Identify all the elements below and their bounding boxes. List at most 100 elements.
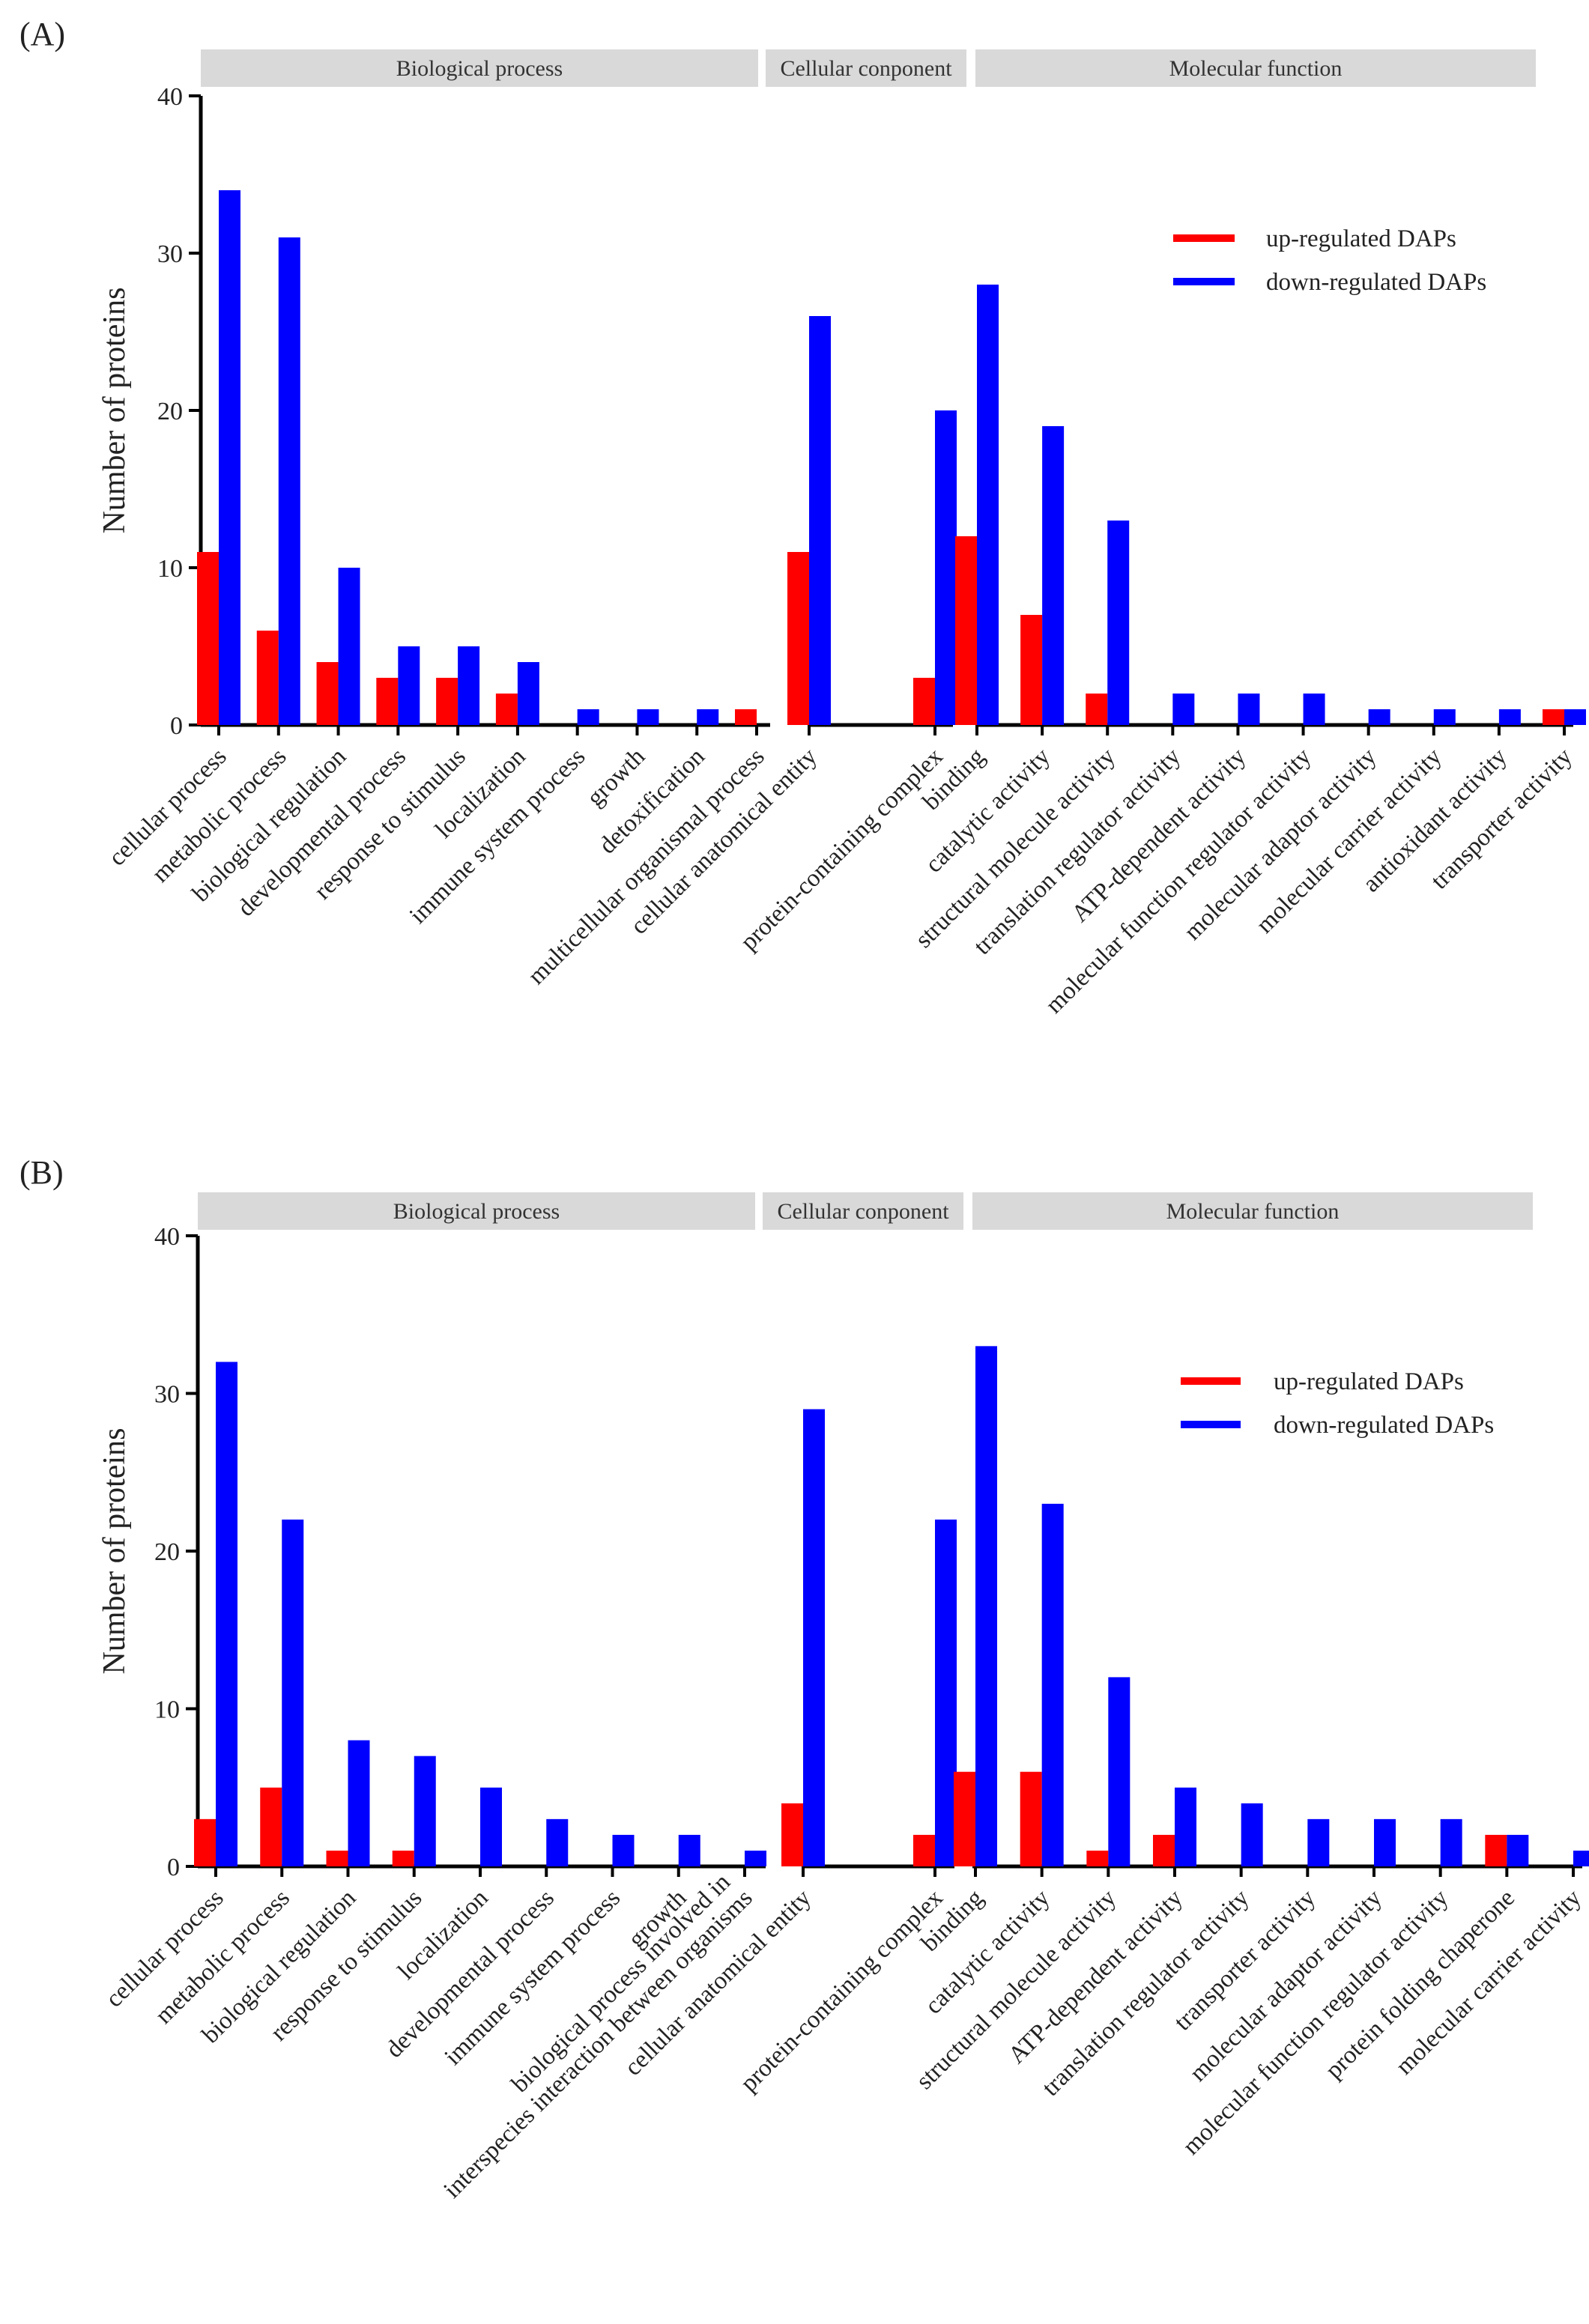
bar-down-catalytic-activity — [1042, 426, 1065, 725]
bar-down-structural-molecule-activity — [1108, 1677, 1131, 1866]
bar-down-antioxidant-activity — [1498, 709, 1521, 725]
legend: up-regulated DAPs down-regulated DAPs — [1173, 225, 1486, 296]
bar-up-developmental-process — [376, 678, 399, 725]
bar-up-localization — [495, 694, 518, 725]
bar-down-transporter-activity — [1307, 1818, 1330, 1866]
y-tick-label: 0 — [167, 1854, 180, 1881]
chart-panel-a: (A)Number of proteins010203040Biological… — [19, 16, 1586, 1019]
bar-down-biological-process-involved-in-interspecies-interaction-between-organisms — [745, 1850, 766, 1866]
bar-up-cellular-anatomical-entity — [787, 552, 809, 725]
bar-up-response-to-stimulus — [392, 1850, 414, 1866]
bar-down-cellular-anatomical-entity — [809, 316, 831, 725]
bar-down-structural-molecule-activity — [1107, 521, 1130, 725]
legend-label-up: up-regulated DAPs — [1266, 225, 1456, 252]
legend-label-down: down-regulated DAPs — [1274, 1412, 1494, 1439]
facet-label: Cellular conponent — [780, 56, 952, 81]
facet-strip — [766, 49, 966, 87]
y-tick-label: 20 — [154, 1538, 180, 1566]
y-axis-title: Number of proteins — [97, 288, 132, 534]
bar-down-response-to-stimulus — [414, 1756, 436, 1866]
panel-label: (A) — [19, 16, 65, 52]
bar-down-molecular-carrier-activity — [1573, 1850, 1589, 1866]
bar-up-catalytic-activity — [1020, 615, 1043, 725]
legend-label-up: up-regulated DAPs — [1274, 1368, 1464, 1395]
category-label: protein-containing complex — [736, 743, 948, 956]
bar-down-protein-containing-complex — [935, 410, 957, 725]
bar-down-protein-folding-chaperone — [1507, 1834, 1529, 1866]
bar-down-transporter-activity — [1564, 709, 1586, 725]
bar-down-binding — [975, 1346, 997, 1866]
facet-label: Molecular function — [1166, 1199, 1340, 1224]
bar-up-atp-dependent-activity — [1153, 1834, 1175, 1866]
bar-down-detoxification — [697, 709, 719, 725]
bar-up-metabolic-process — [256, 631, 279, 725]
y-tick-label: 0 — [170, 712, 183, 740]
category-label: cellular process — [100, 1884, 228, 2012]
bar-down-localization — [517, 662, 539, 725]
bar-down-cellular-process — [216, 1362, 237, 1866]
y-tick-label: 20 — [157, 398, 183, 425]
facet-label: Biological process — [393, 1199, 560, 1224]
bar-down-developmental-process — [398, 646, 420, 725]
bar-down-molecular-function-regulator-activity — [1440, 1818, 1462, 1866]
bar-up-cellular-anatomical-entity — [781, 1803, 803, 1866]
bar-down-translation-regulator-activity — [1241, 1803, 1263, 1866]
bar-down-metabolic-process — [282, 1519, 304, 1866]
y-axis-title: Number of proteins — [97, 1428, 132, 1675]
bar-up-cellular-process — [194, 1818, 216, 1866]
bar-down-translation-regulator-activity — [1172, 694, 1195, 725]
bar-down-molecular-function-regulator-activity — [1303, 694, 1325, 725]
bar-up-binding — [955, 536, 977, 725]
bar-up-transporter-activity — [1543, 709, 1564, 725]
category-label-line: interspecies interaction between organis… — [439, 1884, 758, 2203]
facet-label: Molecular function — [1169, 56, 1343, 81]
legend: up-regulated DAPs down-regulated DAPs — [1181, 1368, 1494, 1439]
facet-label: Cellular conponent — [777, 1199, 949, 1224]
bar-down-protein-containing-complex — [935, 1519, 957, 1866]
bar-down-molecular-adaptor-activity — [1374, 1818, 1396, 1866]
bar-up-protein-containing-complex — [913, 1834, 935, 1866]
bar-down-molecular-adaptor-activity — [1368, 709, 1390, 725]
bar-down-biological-regulation — [348, 1740, 370, 1866]
bar-up-multicellular-organismal-process — [735, 709, 757, 725]
bar-down-biological-regulation — [338, 568, 360, 725]
facet-strip — [972, 1192, 1533, 1230]
facet-strip — [975, 49, 1536, 87]
facet-strip — [201, 49, 758, 87]
y-tick-label: 40 — [157, 83, 183, 111]
bar-down-response-to-stimulus — [458, 646, 480, 725]
bar-down-localization — [480, 1787, 502, 1866]
bar-down-immune-system-process — [577, 709, 599, 725]
bar-up-biological-regulation — [326, 1850, 348, 1866]
bar-up-protein-folding-chaperone — [1485, 1834, 1507, 1866]
facet-strip — [763, 1192, 963, 1230]
bar-up-structural-molecule-activity — [1086, 694, 1108, 725]
bar-down-molecular-carrier-activity — [1433, 709, 1456, 725]
facet-strip — [198, 1192, 755, 1230]
bar-up-binding — [954, 1771, 975, 1866]
bar-down-atp-dependent-activity — [1175, 1787, 1196, 1866]
bar-down-growth — [637, 709, 659, 725]
bar-up-biological-regulation — [316, 662, 339, 725]
bar-down-binding — [977, 285, 999, 725]
y-tick-label: 10 — [157, 555, 183, 583]
bar-down-atp-dependent-activity — [1238, 694, 1260, 725]
bar-up-protein-containing-complex — [913, 678, 935, 725]
y-tick-label: 30 — [154, 1381, 180, 1409]
bar-up-metabolic-process — [260, 1787, 282, 1866]
bar-down-catalytic-activity — [1041, 1503, 1064, 1866]
bar-up-catalytic-activity — [1020, 1771, 1042, 1866]
facet-label: Biological process — [396, 56, 563, 81]
panel-label: (B) — [19, 1154, 64, 1191]
bar-down-developmental-process — [546, 1818, 569, 1866]
bar-down-cellular-anatomical-entity — [803, 1409, 825, 1866]
bar-down-immune-system-process — [612, 1834, 635, 1866]
bar-down-metabolic-process — [278, 237, 300, 725]
bar-down-growth — [678, 1834, 700, 1866]
y-tick-label: 30 — [157, 240, 183, 268]
bar-up-response-to-stimulus — [436, 678, 458, 725]
